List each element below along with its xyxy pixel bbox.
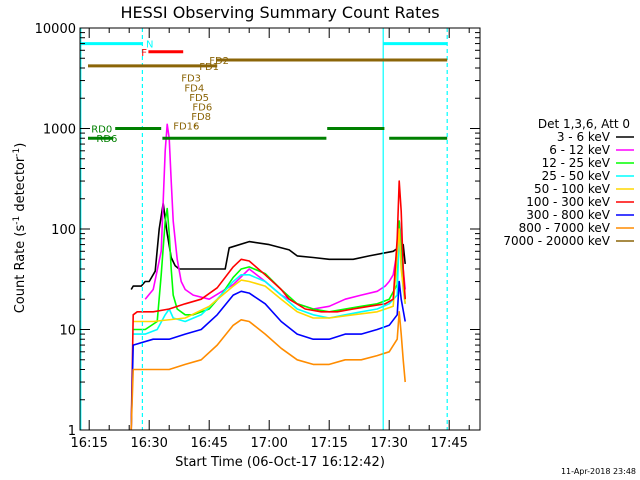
x-tick-label: 17:15 [310, 436, 347, 451]
series-layer [130, 123, 406, 431]
y-axis-label-part: -1 [12, 216, 22, 225]
flag-label-fd1: FD1 [199, 62, 219, 73]
chart-title: HESSI Observing Summary Count Rates [120, 3, 439, 22]
x-tick-label: 17:30 [370, 436, 407, 451]
x-tick-label: 17:45 [430, 436, 467, 451]
legend-entry-label: 12 - 25 keV [542, 156, 611, 170]
x-tick-label: 17:00 [250, 436, 287, 451]
flag-label-fd16: FD16 [173, 122, 199, 133]
flag-label-f: F [141, 48, 147, 59]
x-tick-label: 16:15 [70, 436, 107, 451]
legend-entry-label: 50 - 100 keV [534, 182, 611, 196]
flag-label-fd8: FD8 [191, 112, 211, 123]
legend-entry-label: 100 - 300 keV [526, 195, 610, 209]
flag-marker-fd16 [194, 124, 197, 127]
y-axis-label-part: -1 [12, 148, 22, 157]
y-tick-label: 1000 [43, 123, 76, 138]
axes-layer: 1 10 100 1000 10000 16:15 16:30 16:45 17:00 17:15… [35, 22, 481, 451]
series-line-3-6-kev [130, 202, 406, 290]
legend-entry-label: 3 - 6 keV [557, 130, 611, 144]
flag-label-fd5: FD5 [189, 93, 209, 104]
flag-label-fd6: FD6 [192, 103, 212, 114]
legend-entry-label: 300 - 800 keV [526, 208, 610, 222]
timestamp: 11-Apr-2018 23:48 [561, 467, 636, 476]
legend-entry-label: 6 - 12 keV [549, 143, 611, 157]
y-tick-label: 10 [59, 324, 76, 339]
y-axis-label-part: ) [13, 143, 28, 148]
flag-label-n: N [146, 40, 153, 51]
x-tick-label: 16:45 [190, 436, 227, 451]
y-axis-label-part: Count Rate (s [13, 225, 28, 314]
series-line-100-300-kev [130, 180, 406, 431]
x-axis-label: Start Time (06-Oct-17 16:12:42) [175, 455, 385, 470]
legend-entry-label: 25 - 50 keV [542, 169, 611, 183]
flag-label-fd4: FD4 [184, 84, 204, 95]
y-axis-label-part: detector [13, 156, 28, 216]
legend-entry-label: 7000 - 20000 keV [503, 234, 610, 248]
series-line-300-800-kev [130, 280, 406, 431]
flag-label-rd6: RD6 [96, 134, 117, 145]
y-tick-label: 100 [51, 223, 76, 238]
flag-label-fd2: FD2 [209, 56, 229, 67]
y-axis-label: Count Rate (s-1 detector-1) [12, 143, 28, 314]
series-line-12-25-kev [133, 207, 406, 331]
y-tick-label: 1 [68, 424, 76, 439]
series-line-800-7000-kev [130, 310, 406, 431]
series-line-6-12-kev [144, 123, 406, 310]
flag-label-rd0: RD0 [91, 125, 112, 136]
flag-label-fd3: FD3 [181, 74, 201, 85]
y-tick-label: 10000 [35, 22, 76, 37]
x-tick-label: 16:30 [130, 436, 167, 451]
series-line-25-50-kev [133, 232, 406, 335]
legend-title: Det 1,3,6, Att 0 [538, 117, 630, 131]
legend-entry-label: 800 - 7000 keV [519, 221, 611, 235]
